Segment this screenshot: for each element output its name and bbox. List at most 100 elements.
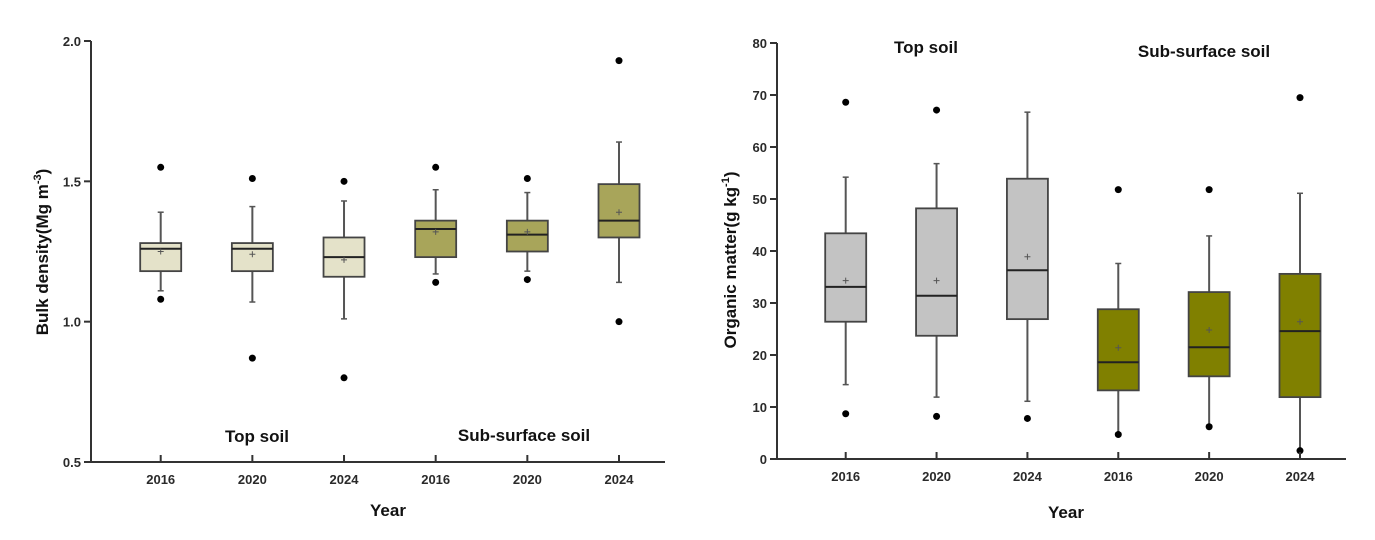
- outlier-point: [933, 106, 941, 114]
- bulk-density-x-tick-label: 2020: [513, 472, 542, 487]
- bulk-density-boxes: [139, 57, 641, 382]
- outlier-point: [432, 163, 440, 171]
- outlier-point: [933, 412, 941, 420]
- mean-marker: [1206, 327, 1213, 334]
- mean-marker: [524, 228, 531, 235]
- organic-matter-box-sub-2016: [1096, 186, 1140, 439]
- outlier-point: [615, 57, 623, 65]
- mean-marker: [249, 251, 256, 258]
- bulk-density-x-tick-label: 2016: [146, 472, 175, 487]
- organic-matter-group-label-top: Top soil: [894, 38, 958, 57]
- outlier-point: [1114, 186, 1122, 194]
- iqr-box: [414, 219, 458, 259]
- organic-matter-y-tick-label: 40: [753, 244, 767, 259]
- mean-marker: [1024, 253, 1031, 260]
- mean-marker: [157, 248, 164, 255]
- bulk-density-x-ticks: 2016 2020 2024 2016 2020 2024: [146, 455, 634, 487]
- organic-matter-x-tick-label: 2024: [1013, 469, 1043, 484]
- bulk-density-chart: 0.5 1.0 1.5 2.0 2016 2020 2024 2016 2020 2024 To…: [32, 34, 665, 520]
- organic-matter-y-tick-label: 60: [753, 140, 767, 155]
- organic-matter-y-tick-label: 0: [760, 452, 767, 467]
- organic-matter-y-tick-label: 50: [753, 192, 767, 207]
- outlier-point: [523, 175, 531, 183]
- organic-matter-x-tick-label: 2020: [922, 469, 951, 484]
- organic-matter-box-sub-2024: [1278, 94, 1322, 455]
- mean-marker: [842, 277, 849, 284]
- outlier-point: [340, 374, 348, 382]
- iqr-box: [1187, 291, 1231, 378]
- bulk-density-y-tick-label: 2.0: [63, 34, 81, 49]
- organic-matter-boxes: [824, 94, 1322, 455]
- bulk-density-x-tick-label: 2020: [238, 472, 267, 487]
- bulk-density-box-top-2024: [322, 177, 366, 382]
- organic-matter-box-top-2016: [824, 98, 868, 418]
- bulk-density-box-sub-2024: [597, 57, 641, 326]
- bulk-density-box-top-2016: [139, 163, 183, 303]
- mean-marker: [616, 209, 622, 216]
- outlier-point: [842, 98, 850, 106]
- organic-matter-y-tick-label: 30: [753, 296, 767, 311]
- bulk-density-x-tick-label: 2016: [421, 472, 450, 487]
- bulk-density-x-title: Year: [370, 501, 406, 520]
- organic-matter-y-title-close: ): [721, 172, 740, 178]
- bulk-density-x-tick-label: 2024: [605, 472, 635, 487]
- organic-matter-y-ticks: 0 10 20 30 40 50 60 70 80: [753, 36, 777, 467]
- organic-matter-group-label-sub: Sub-surface soil: [1138, 42, 1270, 61]
- bulk-density-box-sub-2016: [414, 163, 458, 286]
- organic-matter-y-title: Organic matter(g kg-1): [720, 172, 740, 349]
- bulk-density-y-ticks: 0.5 1.0 1.5 2.0: [63, 34, 91, 470]
- outlier-point: [432, 278, 440, 286]
- organic-matter-x-ticks: 2016 2020 2024 2016 2020 2024: [831, 452, 1315, 484]
- iqr-box: [1006, 177, 1049, 321]
- bulk-density-group-label-top: Top soil: [225, 427, 289, 446]
- organic-matter-y-tick-label: 80: [753, 36, 767, 51]
- organic-matter-y-title-sup: -1: [720, 177, 732, 187]
- organic-matter-y-tick-label: 10: [753, 400, 767, 415]
- bulk-density-y-title-sup: -3: [32, 174, 44, 184]
- outlier-point: [1114, 431, 1122, 439]
- outlier-point: [248, 354, 256, 362]
- outlier-point: [523, 276, 531, 284]
- organic-matter-x-tick-label: 2020: [1195, 469, 1224, 484]
- organic-matter-y-tick-label: 20: [753, 348, 767, 363]
- outlier-point: [1023, 414, 1031, 422]
- outlier-point: [340, 177, 348, 185]
- outlier-point: [615, 318, 623, 326]
- bulk-density-box-sub-2020: [505, 175, 549, 284]
- outlier-point: [1205, 186, 1213, 194]
- mean-marker: [432, 228, 439, 235]
- iqr-box: [505, 219, 549, 253]
- outlier-point: [1296, 447, 1304, 455]
- iqr-box: [824, 232, 868, 323]
- bulk-density-y-tick-label: 1.0: [63, 315, 81, 330]
- organic-matter-y-title-main: Organic matter(g kg: [721, 187, 740, 349]
- organic-matter-x-tick-label: 2024: [1286, 469, 1316, 484]
- mean-marker: [341, 256, 348, 263]
- organic-matter-x-tick-label: 2016: [831, 469, 860, 484]
- outlier-point: [1205, 423, 1213, 431]
- bulk-density-box-top-2020: [230, 175, 274, 362]
- organic-matter-box-sub-2020: [1187, 186, 1231, 431]
- iqr-box: [1278, 272, 1322, 399]
- mean-marker: [1297, 318, 1303, 325]
- iqr-box: [139, 242, 183, 273]
- bulk-density-y-tick-label: 1.5: [63, 174, 81, 189]
- bulk-density-x-tick-label: 2024: [330, 472, 360, 487]
- bulk-density-y-tick-label: 0.5: [63, 455, 81, 470]
- mean-marker: [933, 277, 940, 284]
- bulk-density-y-title-close: ): [33, 169, 52, 175]
- outlier-point: [842, 410, 850, 418]
- organic-matter-y-tick-label: 70: [753, 88, 767, 103]
- bulk-density-group-label-sub: Sub-surface soil: [458, 426, 590, 445]
- organic-matter-box-top-2020: [915, 106, 958, 420]
- outlier-point: [1296, 94, 1304, 102]
- organic-matter-x-title: Year: [1048, 503, 1084, 522]
- outlier-point: [157, 163, 165, 171]
- organic-matter-x-tick-label: 2016: [1104, 469, 1133, 484]
- outlier-point: [157, 295, 165, 303]
- mean-marker: [1115, 344, 1122, 351]
- iqr-box: [915, 207, 958, 337]
- bulk-density-y-title-main: Bulk density(Mg m: [33, 184, 52, 335]
